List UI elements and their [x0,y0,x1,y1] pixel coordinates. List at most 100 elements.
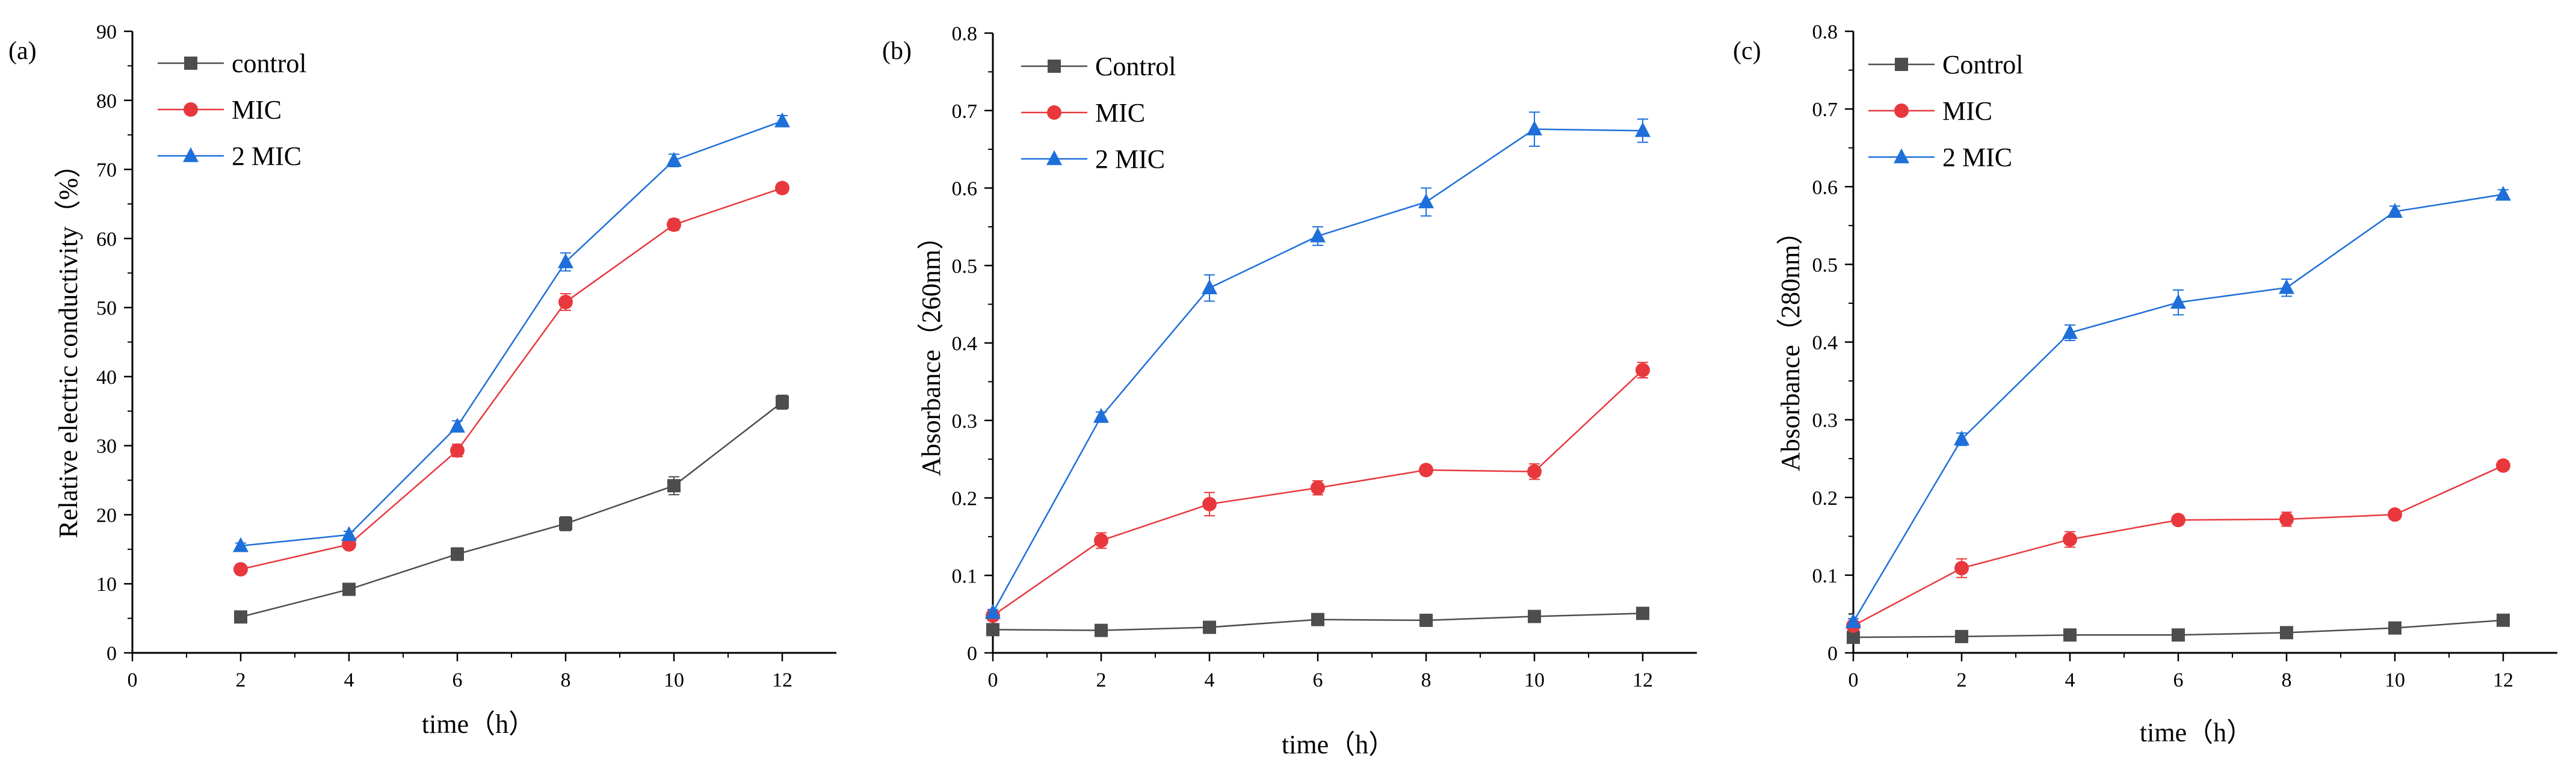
legend-marker [1046,150,1062,165]
data-point [558,294,573,309]
data-point [1202,279,1217,294]
data-point [2171,513,2185,528]
x-tick-label: 2 [1096,669,1107,691]
x-axis-title: time（h） [1282,730,1395,759]
panel-a: (a) time（h） Relative electric conductivi… [8,21,836,739]
y-tick-label: 60 [96,228,117,250]
x-tick-label: 10 [2385,669,2405,691]
y-tick-label: 0 [107,643,117,665]
y-tick-label: 0.3 [1812,410,1838,432]
data-point [2495,185,2511,201]
data-point [233,562,248,577]
y-tick-label: 0.2 [1812,487,1838,510]
data-point [2279,511,2294,527]
x-tick-label: 2 [236,669,246,691]
legend-marker [1048,60,1061,73]
x-tick-label: 4 [344,669,354,691]
data-point [1527,464,1542,479]
y-tick-label: 0.4 [1812,332,1838,354]
y-tick-label: 40 [96,366,117,389]
data-point [1310,227,1326,242]
panel-label: (b) [882,37,912,65]
series-line-mic [240,187,783,570]
series-line-control [240,401,783,618]
data-point [1847,631,1860,644]
legend-marker [1894,103,1909,118]
data-point [986,623,999,637]
x-tick-label: 12 [772,669,792,691]
series-line-2-mic [240,120,783,547]
legend-label: Control [1095,52,1176,81]
data-point [1419,613,1433,627]
y-tick-label: 10 [96,573,117,596]
y-tick-label: 0.5 [952,255,978,277]
x-tick-label: 10 [1524,669,1545,691]
data-point [1419,463,1433,478]
data-point [2388,621,2401,635]
legend-label: Control [1942,50,2023,79]
y-tick-label: 0.6 [1812,176,1838,199]
y-tick-label: 0.7 [952,100,978,123]
y-tick-label: 0.2 [952,488,978,510]
legend-marker [184,57,197,70]
data-point [1202,496,1217,511]
y-tick-label: 20 [96,504,117,527]
y-tick-label: 30 [96,436,117,458]
data-point [559,517,572,531]
data-point [449,418,465,433]
data-point [1093,407,1109,423]
x-tick-label: 6 [1313,669,1323,691]
data-point [451,547,464,561]
series-line-2-mic [992,128,1643,613]
data-point [2063,628,2077,642]
legend-label: 2 MIC [232,141,301,171]
data-point [1636,607,1649,620]
data-point [2387,203,2403,218]
x-axis-title: time（h） [2140,718,2253,747]
y-axis-title: Absorbance（260nm） [916,223,946,476]
data-point [1094,533,1108,548]
legend-label: MIC [1942,96,1992,126]
data-point [2063,532,2077,547]
y-tick-label: 0.6 [952,178,978,200]
x-tick-label: 2 [1957,669,1967,691]
data-point [1954,430,1969,446]
x-tick-label: 4 [2065,669,2075,691]
y-tick-label: 0.7 [1812,99,1838,121]
data-point [667,479,681,493]
y-tick-label: 0.1 [1812,565,1838,587]
data-point [2170,294,2186,309]
y-tick-label: 0.8 [952,23,978,45]
x-tick-label: 10 [664,669,684,691]
series-line-mic [1853,465,2504,626]
data-point [2496,458,2510,473]
data-point [776,395,789,409]
panel-label: (c) [1733,37,1761,65]
legend-marker [1895,58,1908,71]
legend-label: 2 MIC [1095,144,1165,174]
x-tick-label: 6 [452,669,463,691]
legend-label: MIC [232,95,282,125]
data-point [234,610,247,624]
data-point [666,152,682,167]
data-point [1527,120,1542,136]
data-point [1418,193,1434,209]
legend-marker [1047,105,1061,120]
x-tick-label: 12 [2493,669,2513,691]
y-tick-label: 80 [96,90,117,113]
legend-label: MIC [1095,98,1145,128]
y-tick-label: 0.8 [1812,21,1838,43]
data-point [774,112,790,128]
legend-label: 2 MIC [1942,143,2012,172]
data-point [2062,324,2078,339]
legend-label: control [232,49,307,78]
y-tick-label: 0.3 [952,410,978,433]
data-point [2280,626,2293,640]
data-point [341,526,357,542]
data-point [667,217,681,232]
data-point [1955,629,1968,643]
x-tick-label: 4 [1205,669,1215,691]
x-tick-label: 8 [2282,669,2292,691]
legend-marker [1894,148,1909,164]
data-point [450,443,465,458]
